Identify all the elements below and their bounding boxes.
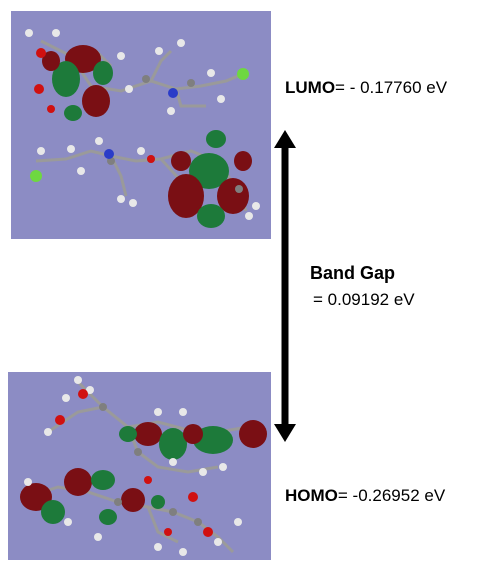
lumo-value: = - 0.17760 eV [335,78,448,97]
band-gap-title: Band Gap [310,263,396,283]
lumo-orbital-image [11,11,271,239]
band-gap-double-arrow [274,130,296,442]
homo-value: = -0.26952 eV [337,486,446,505]
lumo-title: LUMO [285,78,336,97]
lumo-energy-label: LUMO= - 0.17760 eV [285,78,447,98]
homo-orbital-image [8,372,271,560]
homo-energy-label: HOMO= -0.26952 eV [285,486,445,506]
homo-title: HOMO [285,486,338,505]
lumo-molecule-render [25,29,260,228]
band-gap-value: = 0.09192 eV [313,290,415,309]
homo-molecule-render [20,376,267,556]
